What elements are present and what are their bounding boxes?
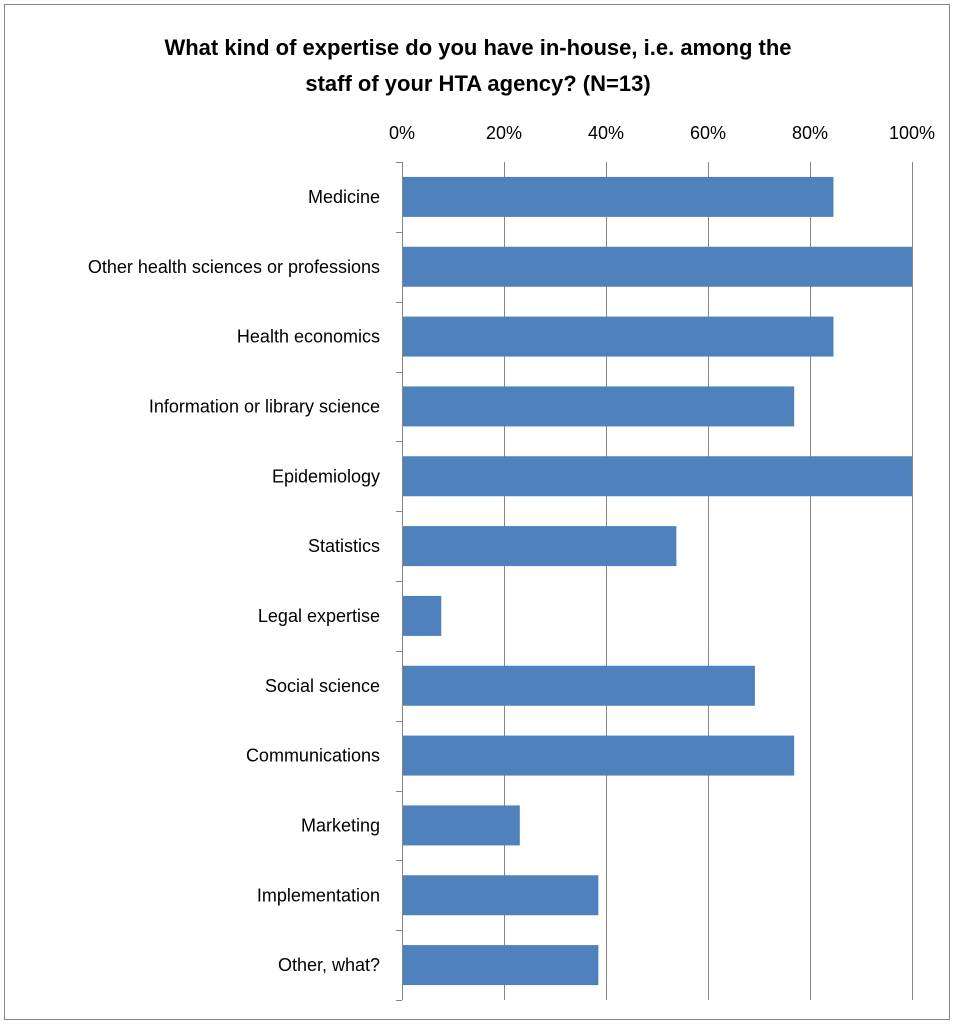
- bar: [403, 246, 912, 287]
- category-labels: Medicine Other health sciences or profess…: [88, 187, 380, 975]
- category-label: Implementation: [257, 885, 380, 905]
- category-label: Health economics: [237, 327, 380, 347]
- bar: [403, 945, 599, 986]
- x-tick-label: 20%: [486, 123, 522, 143]
- bar: [403, 805, 520, 846]
- category-label: Social science: [265, 676, 380, 696]
- chart-title-line-1: What kind of expertise do you have in-ho…: [164, 35, 792, 60]
- category-label: Other, what?: [278, 955, 380, 975]
- category-axis: [396, 162, 403, 1001]
- chart-title-line-2: staff of your HTA agency? (N=13): [305, 71, 651, 96]
- x-tick-label: 40%: [588, 123, 624, 143]
- bar: [403, 735, 795, 776]
- bar: [403, 595, 442, 636]
- x-tick-label: 100%: [889, 123, 935, 143]
- bar: [403, 665, 755, 706]
- category-label: Communications: [246, 746, 380, 766]
- x-tick-label: 60%: [690, 123, 726, 143]
- category-label: Epidemiology: [272, 466, 380, 486]
- category-label: Medicine: [308, 187, 380, 207]
- category-label: Marketing: [301, 815, 380, 835]
- x-tick-label: 80%: [792, 123, 828, 143]
- bar: [403, 875, 599, 916]
- category-label: Statistics: [308, 536, 380, 556]
- chart-frame: [4, 4, 950, 1020]
- gridlines: [504, 162, 913, 1000]
- category-label: Information or library science: [149, 396, 380, 416]
- bars: [403, 176, 912, 986]
- x-axis-tick-labels: 0% 20% 40% 60% 80% 100%: [389, 123, 935, 143]
- x-tick-label: 0%: [389, 123, 415, 143]
- bar: [403, 386, 795, 427]
- bar: [403, 176, 834, 217]
- bar: [403, 526, 677, 567]
- category-label: Legal expertise: [258, 606, 380, 626]
- chart-title: What kind of expertise do you have in-ho…: [0, 30, 956, 102]
- category-label: Other health sciences or professions: [88, 257, 380, 277]
- bar: [403, 316, 834, 357]
- bar: [403, 456, 912, 497]
